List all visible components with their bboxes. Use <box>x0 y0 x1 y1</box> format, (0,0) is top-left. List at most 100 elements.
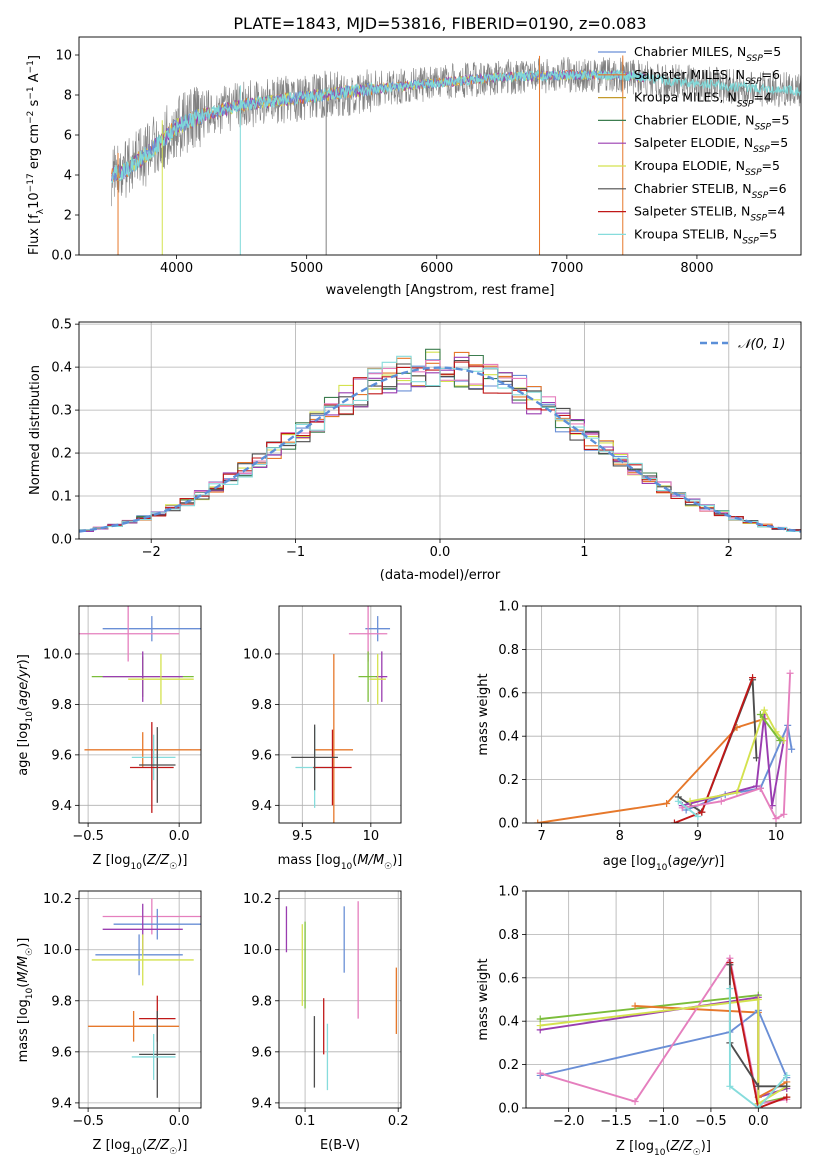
y-tick-label: 0.0 <box>498 1102 519 1117</box>
label-part: Chabrier STELIB, N <box>634 181 752 196</box>
label-part: 10 <box>25 987 35 999</box>
y-tick-label: 0.4 <box>498 730 519 745</box>
label-part: Kroupa STELIB, N <box>634 226 742 241</box>
label-part: SSP <box>737 100 754 110</box>
label-part: ☉ <box>25 948 35 956</box>
axes-frame <box>525 890 802 1109</box>
label-part: ☉ <box>693 1148 701 1158</box>
label-part: Salpeter MILES, N <box>634 67 745 82</box>
x-tick-label: 9 <box>694 829 702 844</box>
label-part: Z/Z <box>146 853 170 868</box>
weight-line <box>677 800 699 818</box>
weight-marker <box>726 1082 734 1090</box>
weight-marker <box>788 745 796 753</box>
label-part: A <box>27 73 42 86</box>
y-tick-label: 9.4 <box>51 799 72 814</box>
y-tick-label: 10.0 <box>43 647 72 662</box>
legend-entry: Kroupa STELIB, NSSP=5 <box>634 226 777 246</box>
axes-frame <box>78 605 202 824</box>
label-part: Z [log <box>93 1138 131 1153</box>
y-tick-label: 10.0 <box>243 943 272 958</box>
legend-entry: 𝒩(0, 1) <box>738 337 785 352</box>
label-part: −17 <box>26 173 36 192</box>
weight-marker <box>760 706 768 714</box>
weight-marker <box>733 789 741 797</box>
x-tick-label: −2 <box>142 545 161 560</box>
x-tick-label: −2.0 <box>553 1114 585 1129</box>
y-axis-label: Flux [fλ10−17 erg cm−2 s−1 A−1] <box>26 55 46 255</box>
x-tick-label: 9.5 <box>292 829 313 844</box>
weight-line <box>539 1008 788 1078</box>
x-axis-label: (data-model)/error <box>380 568 501 583</box>
label-part: SSP <box>746 54 763 64</box>
y-tick-label: 10 <box>55 49 72 64</box>
label-part: =4 <box>753 90 771 105</box>
label-part: ( <box>142 1138 147 1153</box>
label-part: erg cm <box>27 124 42 173</box>
legend-entry: Salpeter MILES, NSSP=6 <box>634 67 780 87</box>
y-tick-label: 8 <box>64 89 72 104</box>
weight-marker <box>670 819 678 823</box>
label-part: ( <box>16 706 31 711</box>
label-part: SSP <box>745 77 762 87</box>
axes-frame <box>525 605 802 824</box>
legend-entry: Salpeter ELODIE, NSSP=5 <box>634 135 788 155</box>
x-tick-label: 0.1 <box>295 1114 316 1129</box>
label-part: E(B-V) <box>320 1138 360 1153</box>
label-part: Kroupa MILES, N <box>634 90 737 105</box>
panel-mass-vs-ebv: 0.1 0.2 9.4 9.6 9.8 10.0 10.2 E(B-V) <box>243 890 409 1153</box>
weight-line <box>728 988 788 1108</box>
weight-marker <box>674 797 682 805</box>
y-tick-label: 9.4 <box>251 799 272 814</box>
legend-entry: Kroupa ELODIE, NSSP=5 <box>634 158 780 178</box>
y-tick-label: 10.2 <box>243 892 272 907</box>
x-tick-label: 10 <box>768 829 785 844</box>
label-part: SSP <box>750 214 767 224</box>
y-tick-label: 0.4 <box>498 1015 519 1030</box>
label-part: Z [log <box>616 1139 654 1154</box>
weight-marker <box>756 784 764 792</box>
y-tick-label: 9.8 <box>51 698 72 713</box>
weight-marker <box>631 1097 639 1105</box>
label-part: M/M <box>16 956 31 983</box>
y-tick-label: 0.3 <box>51 404 72 419</box>
label-part: )] <box>392 853 402 868</box>
panel-weight-vs-Z: −2.0 −1.5 −1.0 −0.5 0.0 0.0 0.2 0.4 0.6 0.8 1.0 Z [… <box>476 885 802 1158</box>
panel-age-vs-Z: −0.5 0.09.49.69.810.0Z [log10(Z/Z☉)]age [… <box>16 605 202 872</box>
x-tick-label: 0.0 <box>169 1114 190 1129</box>
plot-area <box>534 669 796 823</box>
label-part: SSP <box>753 145 770 155</box>
weight-line <box>540 998 788 1106</box>
x-tick-label: 0.0 <box>169 829 190 844</box>
label-part: age/yr <box>16 663 31 706</box>
y-tick-label: 1.0 <box>498 600 519 615</box>
weight-marker <box>780 810 788 818</box>
label-part: −2 <box>26 111 36 124</box>
x-tick-label: 0.0 <box>430 545 451 560</box>
label-part: Z [log <box>93 853 131 868</box>
y-axis-label: mass weight <box>476 958 491 1040</box>
label-part: =4 <box>767 204 785 219</box>
x-tick-label: −0.5 <box>72 1114 104 1129</box>
label-part: 10 <box>130 1147 142 1157</box>
panel-spectrum: 4000 5000 6000 7000 8000 0.0 2 4 6 8 10 Chabrier MI… <box>26 36 802 298</box>
label-part: Salpeter ELODIE, N <box>634 135 753 150</box>
weight-marker <box>694 812 702 820</box>
label-part: )] <box>16 654 31 664</box>
weight-marker <box>717 797 725 805</box>
y-tick-label: 0.4 <box>51 361 72 376</box>
y-tick-label: 0.1 <box>51 490 72 505</box>
y-tick-label: 6 <box>64 129 72 144</box>
label-part: Chabrier MILES, N <box>634 44 746 59</box>
legend-entry: Salpeter STELIB, NSSP=4 <box>634 204 785 224</box>
label-part: age [log <box>603 854 656 869</box>
label-part: ( <box>352 853 357 868</box>
label-part: λ <box>36 208 46 214</box>
x-tick-label: 6000 <box>420 261 453 276</box>
label-part: )] <box>714 854 724 869</box>
label-part: SSP <box>754 122 771 132</box>
label-part: ( <box>667 854 672 869</box>
